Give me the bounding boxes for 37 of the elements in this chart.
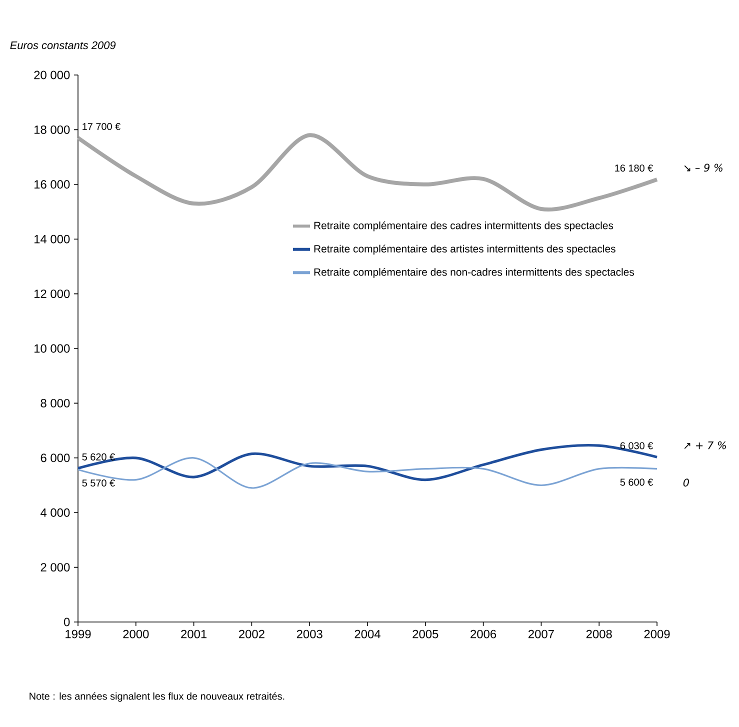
- y-tick-label: 8 000: [40, 398, 70, 408]
- y-tick-label: 10 000: [34, 344, 70, 353]
- x-tick-label: 2003: [296, 630, 322, 638]
- legend-label: Retraite complémentaire des artistes intermittents des spectacles: [314, 244, 616, 255]
- x-tick-label: 2002: [239, 630, 264, 638]
- y-tick-label: 0: [64, 618, 70, 626]
- data-label: 6 030 €: [620, 442, 654, 450]
- legend-label: Retraite complémentaire des cadres intermittents des spectacles: [314, 221, 614, 232]
- legend-label: Retraite complémentaire des non-cadres intermittents des spectacles: [314, 268, 634, 278]
- data-label: 5 570 €: [82, 479, 115, 487]
- x-tick-label: 2004: [354, 630, 380, 638]
- x-tick-label: 2009: [644, 630, 670, 638]
- text: Note : les années signalent les flux de nouveaux retraités.: [30, 692, 284, 702]
- text: 0: [683, 478, 689, 487]
- y-tick-label: 4 000: [40, 508, 70, 517]
- y-tick-label: 16 000: [34, 180, 70, 189]
- y-axis-title: Euros constants 2009: [10, 41, 116, 50]
- line-series: [76, 133, 660, 212]
- x-tick-label: 2001: [181, 630, 207, 638]
- y-tick-label: 2 000: [40, 563, 70, 572]
- text: ↘ – 9 %: [684, 164, 722, 172]
- y-tick-label: 6 000: [40, 454, 70, 462]
- data-label: 5 600 €: [620, 478, 654, 486]
- data-label: 5 620 €: [82, 453, 115, 460]
- y-tick-label: 14 000: [34, 234, 70, 244]
- y-tick-label: 18 000: [34, 125, 70, 134]
- x-tick-label: 2006: [470, 630, 496, 638]
- x-tick-label: 2005: [412, 630, 438, 638]
- data-label: 16 180 €: [615, 164, 654, 172]
- data-label: 17 700 €: [82, 123, 120, 130]
- x-tick-label: 2000: [123, 630, 149, 638]
- x-tick-label: 2007: [528, 630, 554, 638]
- y-tick-label: 12 000: [34, 290, 70, 298]
- text: ↗ + 7 %: [684, 441, 726, 450]
- x-tick-label: 2008: [586, 630, 612, 638]
- x-tick-label: 1999: [66, 630, 91, 638]
- y-tick-label: 20 000: [34, 70, 70, 80]
